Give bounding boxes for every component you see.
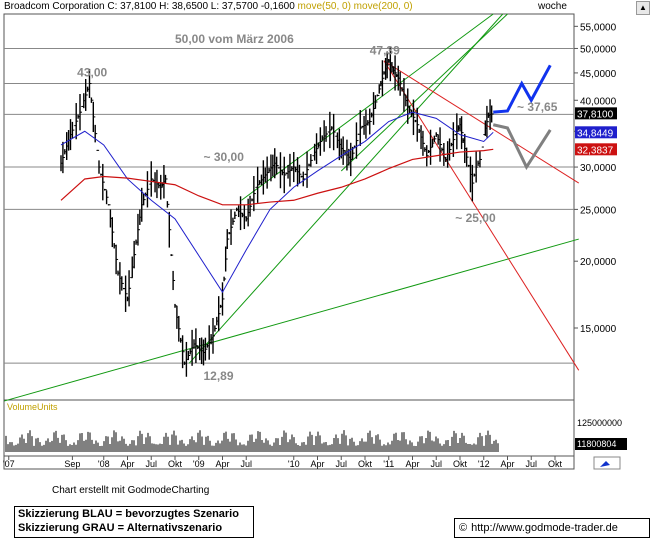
y-axis-ticks: 55,000050,000045,000040,000035,000030,00… — [574, 22, 617, 335]
x-tick-label: Apr — [405, 459, 419, 469]
x-tick-label: Jul — [335, 459, 347, 469]
x-tick-label: '11 — [383, 459, 394, 469]
annotation-label: 47,39 — [370, 44, 400, 58]
moving-averages — [60, 111, 494, 294]
x-axis-ticks: '07 Sep '08 Apr Jul Okt '09 Apr Jul '10 Apr Jul Okt '… — [3, 456, 563, 469]
annotation-label: 12,89 — [204, 369, 234, 383]
value-badge-label: 34,8449 — [577, 128, 614, 139]
volume-tick-current: 11800804 — [577, 439, 616, 449]
trend-lines — [3, 13, 580, 402]
annotations: 50,00 vom März 2006 43,00 47,39 ~ 30,00 ~ 37… — [77, 32, 558, 383]
volume-bars — [5, 430, 499, 452]
period-label: woche — [538, 1, 567, 12]
copyright-icon: © — [459, 522, 468, 534]
x-tick-label: '12 — [478, 459, 490, 469]
scenario-blue-line — [493, 64, 552, 114]
source-url-box[interactable]: © http://www.godmode-trader.de — [454, 518, 650, 538]
ma50-line — [60, 111, 494, 294]
x-tick-label: Jul — [430, 459, 442, 469]
annotation-label: ~ 30,00 — [204, 150, 245, 164]
annotation-label: 50,00 vom März 2006 — [175, 32, 294, 46]
value-badge — [575, 126, 617, 139]
x-tick-label: Okt — [453, 459, 468, 469]
legend-blue: Skizzierung BLAU = bevorzugtes Szenario — [18, 508, 239, 520]
x-tick-label: '07 — [3, 459, 15, 469]
x-tick-label: Okt — [548, 459, 563, 469]
x-tick-label: Apr — [120, 459, 134, 469]
y-tick-label: 40,0000 — [580, 96, 617, 107]
chart-header: Broadcom Corporation C: 37,8100 H: 38,65… — [4, 1, 413, 12]
symbol-name: Broadcom Corporation — [4, 1, 105, 12]
x-tick-label: Jul — [525, 459, 537, 469]
y-tick-label: 50,0000 — [580, 44, 617, 55]
value-badges: 37,8100 34,8449 32,3837 — [575, 107, 617, 156]
value-badge-label: 32,3837 — [577, 145, 614, 156]
y-tick-label: 25,0000 — [580, 205, 617, 216]
y-tick-label: 30,0000 — [580, 163, 617, 174]
scenario-legend: Skizzierung BLAU = bevorzugtes Szenario … — [14, 506, 254, 538]
volume-label: VolumeUnits — [7, 402, 58, 412]
y-tick-label: 55,0000 — [580, 22, 617, 33]
y-tick-label: 45,0000 — [580, 69, 617, 80]
price-bars — [60, 46, 494, 377]
trend-line — [3, 238, 579, 402]
annotation-label: 43,00 — [77, 66, 107, 80]
volume-plot-frame — [3, 399, 575, 457]
annotation-label: ~ 25,00 — [455, 211, 496, 225]
value-badge-label: 37,8100 — [577, 109, 614, 120]
source-url[interactable]: http://www.godmode-trader.de — [471, 522, 618, 534]
price-plot-frame — [3, 13, 575, 401]
x-tick-label: Apr — [215, 459, 229, 469]
x-tick-label: '10 — [288, 459, 300, 469]
trend-line — [340, 13, 508, 172]
x-tick-label: Sep — [64, 459, 80, 469]
y-tick-label: 15,0000 — [580, 324, 617, 335]
volume-tick-badge — [575, 438, 627, 450]
scenario-sketches — [492, 64, 552, 171]
x-tick-label: Apr — [310, 459, 324, 469]
scroll-up-button[interactable]: ▲ — [636, 1, 650, 15]
trend-line — [241, 13, 494, 201]
price-stats: C: 37,8100 H: 38,6500 L: 37,5700 -0,1600 — [107, 1, 295, 12]
legend-gray: Skizzierung GRAU = Alternativszenario — [18, 522, 223, 534]
value-badge — [575, 143, 617, 156]
value-badge — [575, 107, 617, 120]
trend-line — [383, 60, 580, 184]
x-tick-label: Okt — [358, 459, 373, 469]
x-tick-label: Okt — [168, 459, 183, 469]
annotation-label: ~ 37,65 — [517, 100, 558, 114]
x-tick-label: Jul — [145, 459, 157, 469]
x-tick-label: Apr — [500, 459, 514, 469]
x-tick-label: '08 — [98, 459, 110, 469]
ma200-line — [60, 148, 494, 206]
scenario-gray-line — [492, 123, 552, 171]
chart-credit: Chart erstellt mit GodmodeCharting — [52, 485, 210, 496]
y-tick-label: 20,0000 — [580, 257, 617, 268]
ma-legend: move(50, 0) move(200, 0) — [297, 1, 413, 12]
volume-tick-high: 125000000 — [577, 418, 622, 428]
trend-line — [383, 60, 580, 371]
trend-line — [188, 13, 504, 364]
x-tick-label: Jul — [240, 459, 252, 469]
drawing-tool-icon[interactable] — [600, 461, 610, 467]
x-axis-band — [3, 455, 575, 470]
x-tick-label: '09 — [193, 459, 205, 469]
